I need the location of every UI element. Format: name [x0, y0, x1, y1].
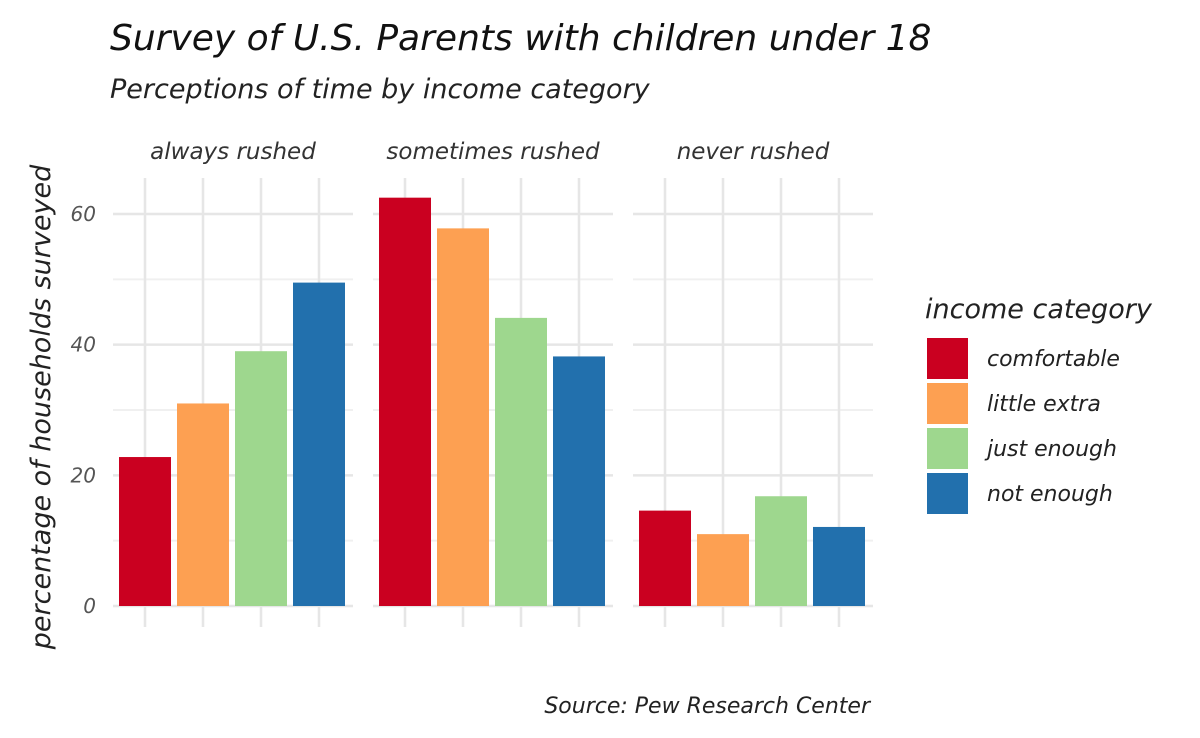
legend-key-little-extra	[927, 383, 968, 424]
y-tick-label: 0	[83, 594, 96, 618]
legend-key-comfortable	[927, 338, 968, 379]
legend-label: not enough	[987, 482, 1113, 507]
panels: always rushed sometimes rushed never rushe…	[113, 139, 873, 627]
bar-not-enough	[813, 526, 865, 606]
bar-not-enough	[553, 356, 605, 606]
y-tick-label: 20	[71, 463, 96, 487]
chart-title: Survey of U.S. Parents with children und…	[110, 18, 931, 59]
facet-label: sometimes rushed	[386, 139, 600, 165]
chart-subtitle: Perceptions of time by income category	[110, 74, 651, 105]
y-tick-label: 60	[71, 202, 96, 226]
bar-comfortable	[639, 510, 691, 606]
y-axis-label: percentage of households surveyed	[26, 164, 57, 650]
bar-just-enough	[495, 317, 547, 606]
panel-sometimes-rushed: sometimes rushed	[373, 139, 613, 627]
bar-little-extra	[437, 228, 489, 606]
source-caption: Source: Pew Research Center	[544, 694, 872, 719]
legend-label: little extra	[987, 392, 1101, 417]
legend-label: just enough	[984, 437, 1117, 462]
legend-key-not-enough	[927, 473, 968, 514]
bar-comfortable	[119, 457, 171, 606]
bar-not-enough	[293, 282, 345, 606]
bar-just-enough	[755, 496, 807, 606]
panel-never-rushed: never rushed	[633, 139, 873, 627]
bar-little-extra	[177, 403, 229, 606]
panel-always-rushed: always rushed	[113, 139, 353, 627]
legend-label: comfortable	[987, 347, 1120, 372]
facet-label: never rushed	[677, 139, 830, 165]
legend-title: income category	[925, 294, 1153, 325]
y-axis: 0 20 40 60	[71, 202, 96, 618]
bar-comfortable	[379, 197, 431, 606]
y-tick-label: 40	[71, 333, 96, 357]
facet-label: always rushed	[150, 139, 316, 165]
bar-just-enough	[235, 351, 287, 606]
bar-little-extra	[697, 534, 749, 606]
legend: income category comfortable little extra j…	[925, 294, 1153, 514]
legend-key-just-enough	[927, 428, 968, 469]
